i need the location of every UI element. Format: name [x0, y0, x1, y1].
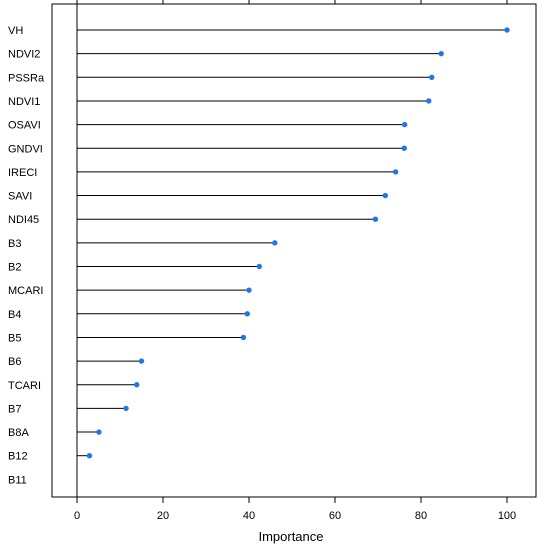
importance-point: [138, 358, 145, 364]
plot-frame: [51, 3, 537, 498]
importance-point: [244, 311, 250, 317]
importance-point: [246, 287, 252, 293]
category-label: SAVI: [8, 191, 32, 203]
category-label: B3: [8, 238, 21, 250]
x-tick-label: 60: [329, 510, 341, 522]
importance-point: [372, 216, 379, 222]
category-label: IRECI: [8, 167, 37, 179]
category-label: B8A: [8, 427, 29, 439]
importance-point: [86, 453, 93, 459]
importance-point: [134, 382, 140, 388]
x-axis-title: Importance: [258, 529, 323, 544]
importance-point: [504, 27, 510, 33]
x-tick-label: 80: [415, 510, 427, 522]
category-label: NDVI1: [8, 96, 40, 108]
importance-point: [438, 50, 444, 57]
category-label: VH: [8, 25, 23, 37]
category-label: NDI45: [8, 214, 39, 226]
x-tick-label: 20: [157, 510, 169, 522]
importance-point: [426, 98, 432, 104]
category-label: B6: [8, 356, 21, 368]
category-label: NDVI2: [8, 49, 40, 61]
importance-point: [272, 240, 278, 246]
importance-point: [123, 405, 129, 412]
x-tick-label: 40: [243, 510, 255, 522]
x-tick-label: 100: [498, 510, 516, 522]
importance-point: [392, 169, 399, 175]
importance-point: [429, 74, 435, 81]
importance-point: [401, 145, 407, 151]
x-tick-label: 0: [74, 510, 80, 522]
category-label: B12: [8, 451, 28, 463]
category-label: B11: [8, 474, 27, 486]
category-label: B7: [8, 403, 21, 415]
importance-point: [96, 429, 102, 435]
category-label: B5: [8, 332, 21, 344]
category-label: OSAVI: [8, 120, 41, 132]
importance-point: [256, 263, 263, 270]
importance-point: [401, 121, 408, 128]
importance-point: [382, 192, 389, 199]
importance-point: [240, 334, 247, 341]
category-label: B4: [8, 309, 21, 321]
category-label: TCARI: [8, 380, 41, 392]
category-label: B2: [8, 262, 21, 274]
category-label: PSSRa: [8, 72, 45, 84]
category-label: GNDVI: [8, 143, 43, 155]
category-label: MCARI: [8, 285, 43, 297]
